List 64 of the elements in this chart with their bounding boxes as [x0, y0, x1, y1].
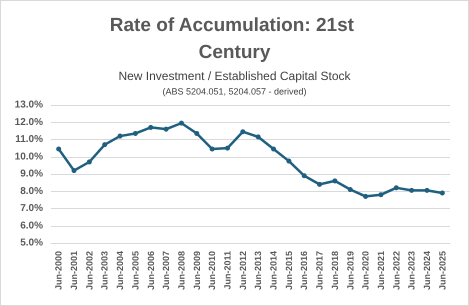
- point: [286, 158, 292, 164]
- chart-title: Rate of Accumulation: 21st Century: [110, 15, 360, 63]
- x-tick-label: Jun-2021: [376, 251, 386, 290]
- x-tick-label: Jun-2015: [284, 251, 294, 290]
- point: [164, 126, 169, 132]
- x-tick-label: Jun-2003: [100, 251, 110, 290]
- x-tick-label: Jun-2000: [54, 251, 64, 290]
- point: [302, 173, 307, 178]
- point: [332, 178, 338, 184]
- point: [210, 146, 215, 152]
- x-tick-label: Jun-2016: [299, 251, 310, 290]
- x-tick-label: Jun-2006: [146, 251, 156, 290]
- x-tick-label: Jun-2014: [268, 251, 279, 290]
- point: [317, 182, 322, 187]
- point: [148, 124, 154, 130]
- y-tick-label: 11.0%: [15, 134, 44, 145]
- y-tick-label: 10.0%: [14, 151, 44, 162]
- x-tick-label: Jun-2018: [330, 251, 340, 290]
- point: [56, 146, 62, 152]
- x-tick-label: Jun-2007: [161, 251, 172, 290]
- point: [102, 142, 108, 148]
- x-tick-label: Jun-2025: [437, 251, 448, 290]
- x-tick-label: Jun-2012: [238, 251, 248, 290]
- y-tick-label: 6.0%: [20, 220, 44, 232]
- y-tick-label: 8.0%: [20, 186, 44, 197]
- point: [348, 187, 353, 192]
- x-tick-label: Jun-2013: [253, 251, 264, 290]
- point: [72, 168, 77, 174]
- point: [363, 194, 368, 199]
- x-tick-label: Jun-2010: [207, 251, 218, 290]
- point: [224, 146, 230, 151]
- x-tick-label: Jun-2008: [176, 251, 186, 290]
- point: [378, 192, 384, 198]
- point: [194, 130, 200, 136]
- x-tick-label: Jun-2004: [115, 251, 126, 290]
- x-tick-label: Jun-2024: [422, 251, 432, 290]
- point: [118, 134, 123, 139]
- point: [271, 146, 276, 152]
- y-tick-label: 5.0%: [20, 238, 44, 248]
- y-tick-label: 12.0%: [14, 116, 44, 128]
- point: [132, 130, 138, 136]
- chart-subtitle: New Investment / Established Capital Stock: [118, 69, 352, 83]
- point: [424, 188, 430, 193]
- point: [440, 190, 445, 196]
- x-tick-label: Jun-2011: [222, 251, 232, 290]
- x-tick-label: Jun-2009: [192, 251, 202, 290]
- text: (ABS 5204.051, 5204.057 - derived): [162, 86, 307, 96]
- point: [256, 134, 261, 140]
- point: [409, 188, 414, 193]
- x-tick-label: Jun-2005: [130, 251, 140, 290]
- point: [394, 185, 399, 190]
- point: [240, 129, 246, 134]
- y-tick-label: 13.0%: [14, 100, 44, 110]
- x-tick-label: Jun-2019: [345, 251, 356, 290]
- x-tick-label: Jun-2023: [406, 251, 417, 290]
- x-tick-label: Jun-2020: [360, 251, 371, 290]
- point: [178, 120, 184, 126]
- x-tick-label: Jun-2002: [84, 251, 94, 290]
- y-tick-label: 9.0%: [20, 168, 44, 180]
- x-tick-label: Jun-2017: [314, 251, 325, 290]
- x-tick-label: Jun-2022: [391, 251, 402, 290]
- point: [86, 159, 92, 164]
- x-tick-label: Jun-2001: [69, 251, 80, 290]
- y-tick-label: 7.0%: [20, 203, 44, 214]
